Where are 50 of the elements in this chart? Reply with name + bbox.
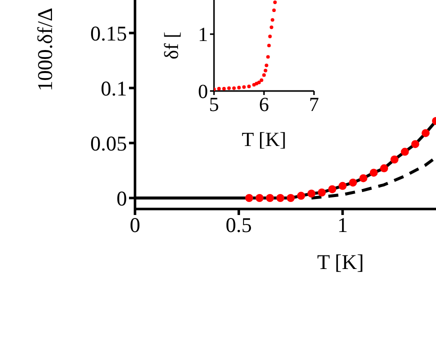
y-tick-label: 0 bbox=[116, 186, 127, 210]
point bbox=[270, 26, 274, 30]
point bbox=[273, 0, 277, 4]
x-tick-label: 5 bbox=[209, 94, 219, 116]
x-axis-title: T [K] bbox=[317, 250, 364, 274]
x-tick-label: 7 bbox=[309, 94, 319, 116]
point bbox=[264, 68, 268, 72]
point bbox=[270, 18, 274, 22]
x-axis-title: T [K] bbox=[242, 129, 286, 151]
point bbox=[232, 86, 236, 90]
point bbox=[247, 84, 251, 88]
point bbox=[217, 86, 221, 91]
point bbox=[256, 194, 264, 202]
point bbox=[286, 194, 295, 202]
point bbox=[242, 85, 246, 89]
point bbox=[380, 164, 388, 172]
y-axis-title: δf [ bbox=[161, 32, 183, 60]
point bbox=[272, 8, 276, 12]
point bbox=[266, 55, 270, 59]
x-tick-label: 6 bbox=[259, 94, 269, 116]
point bbox=[422, 129, 430, 138]
point bbox=[266, 194, 274, 202]
point bbox=[227, 86, 231, 90]
point bbox=[348, 178, 357, 187]
point bbox=[328, 185, 336, 194]
point bbox=[262, 73, 266, 77]
point bbox=[264, 64, 268, 68]
point bbox=[297, 192, 306, 200]
point bbox=[400, 148, 409, 156]
point bbox=[245, 194, 254, 202]
y-tick-label: 0.05 bbox=[90, 131, 127, 156]
point bbox=[370, 168, 378, 177]
y-tick-label: 0.15 bbox=[90, 21, 127, 46]
y-tick-label: 0.1 bbox=[100, 76, 127, 100]
point bbox=[268, 34, 272, 38]
point bbox=[260, 78, 264, 82]
point bbox=[257, 80, 261, 84]
point bbox=[267, 44, 271, 48]
point bbox=[411, 140, 420, 148]
point bbox=[237, 86, 241, 90]
y-axis-title: 1000.δf/Δ bbox=[33, 8, 57, 92]
x-tick-label: 0.5 bbox=[226, 212, 252, 237]
point bbox=[338, 182, 347, 190]
point bbox=[307, 190, 316, 198]
x-tick-label: 1 bbox=[337, 212, 348, 237]
point bbox=[276, 194, 284, 202]
point bbox=[318, 188, 326, 196]
point bbox=[390, 156, 398, 164]
point bbox=[222, 86, 226, 91]
point bbox=[359, 174, 368, 182]
